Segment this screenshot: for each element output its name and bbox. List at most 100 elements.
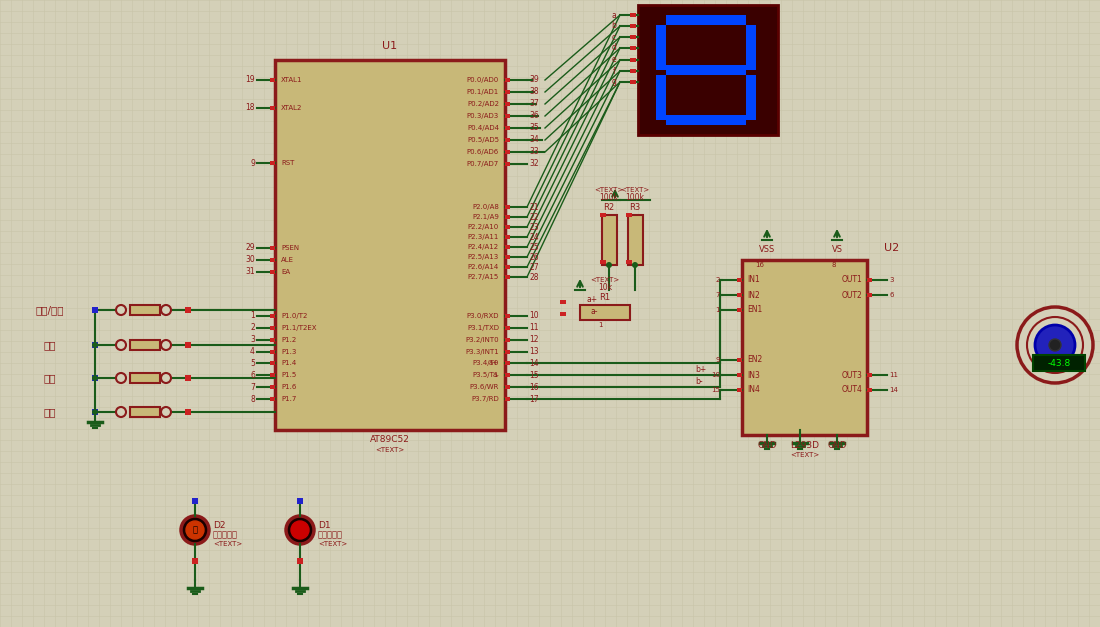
Bar — [297, 498, 302, 504]
Bar — [270, 314, 275, 318]
Bar — [737, 278, 742, 282]
Text: P0.5/AD5: P0.5/AD5 — [468, 137, 499, 143]
Text: 7: 7 — [715, 292, 720, 298]
Text: PSEN: PSEN — [280, 245, 299, 251]
Bar — [505, 90, 510, 94]
Text: <TEXT>: <TEXT> — [594, 187, 624, 193]
Text: 38: 38 — [529, 88, 539, 97]
Text: a: a — [612, 11, 616, 19]
Bar — [270, 350, 275, 354]
Circle shape — [606, 262, 612, 268]
Text: P2.1/A9: P2.1/A9 — [472, 214, 499, 220]
Text: 11: 11 — [889, 372, 898, 378]
Circle shape — [1049, 339, 1061, 351]
Text: <TEXT>: <TEXT> — [790, 452, 820, 458]
Text: 33: 33 — [529, 147, 539, 157]
Bar — [737, 373, 742, 377]
Text: 39: 39 — [529, 75, 539, 85]
Circle shape — [161, 340, 170, 350]
Bar — [737, 358, 742, 362]
Text: 26: 26 — [529, 253, 539, 261]
Text: 11: 11 — [529, 324, 539, 332]
Text: 8: 8 — [832, 262, 836, 268]
Text: R1: R1 — [600, 293, 610, 302]
Text: 3: 3 — [889, 277, 893, 283]
Bar — [297, 558, 302, 564]
Circle shape — [632, 262, 638, 268]
Bar — [505, 150, 510, 154]
Text: OUT4: OUT4 — [842, 386, 862, 394]
Bar — [737, 293, 742, 297]
Text: R3: R3 — [629, 203, 640, 211]
Circle shape — [1035, 325, 1075, 365]
Bar — [505, 338, 510, 342]
Text: U1: U1 — [383, 41, 397, 51]
Text: 15: 15 — [529, 371, 539, 379]
Text: 14: 14 — [889, 387, 898, 393]
Text: P0.6/AD6: P0.6/AD6 — [466, 149, 499, 155]
Bar — [560, 312, 566, 316]
Text: 100k: 100k — [626, 194, 645, 203]
Text: 28: 28 — [529, 273, 539, 282]
Text: 6: 6 — [889, 292, 893, 298]
Bar — [270, 270, 275, 274]
Text: D2: D2 — [213, 520, 226, 529]
Bar — [746, 25, 756, 70]
Bar — [737, 308, 742, 312]
Bar — [505, 126, 510, 130]
Text: R2: R2 — [604, 203, 615, 211]
Bar — [626, 260, 632, 264]
Bar — [656, 75, 666, 120]
Circle shape — [92, 375, 98, 381]
Circle shape — [116, 373, 127, 383]
Circle shape — [1027, 317, 1084, 373]
Bar — [628, 215, 643, 265]
Circle shape — [286, 516, 313, 544]
Bar — [580, 305, 630, 320]
Text: <TEXT>: <TEXT> — [213, 541, 242, 547]
Bar — [92, 307, 98, 313]
Bar — [505, 205, 510, 209]
Text: 1: 1 — [715, 307, 720, 313]
Text: P2.6/A14: P2.6/A14 — [468, 264, 499, 270]
Bar — [630, 13, 636, 17]
Bar — [666, 65, 746, 75]
Text: XTAL1: XTAL1 — [280, 77, 302, 83]
Text: -43.8: -43.8 — [1047, 359, 1070, 367]
Text: 27: 27 — [529, 263, 539, 271]
Text: OUT2: OUT2 — [842, 290, 862, 300]
Text: 32: 32 — [529, 159, 539, 169]
Text: D1: D1 — [318, 520, 331, 529]
Text: b: b — [612, 21, 616, 31]
Circle shape — [161, 305, 170, 315]
Text: L293D: L293D — [790, 441, 820, 450]
Text: 太: 太 — [192, 525, 198, 534]
Bar — [737, 388, 742, 392]
Text: b+: b+ — [695, 366, 706, 374]
Circle shape — [92, 342, 98, 348]
Text: EN2: EN2 — [747, 356, 762, 364]
Bar — [270, 246, 275, 250]
Text: 100k: 100k — [600, 194, 618, 203]
Text: 7: 7 — [250, 382, 255, 391]
Text: VSS: VSS — [759, 246, 775, 255]
Text: P1.2: P1.2 — [280, 337, 296, 343]
Bar — [630, 58, 636, 62]
Circle shape — [116, 407, 127, 417]
Bar — [185, 342, 191, 348]
Circle shape — [1018, 307, 1093, 383]
Text: 34: 34 — [529, 135, 539, 144]
Bar — [505, 326, 510, 330]
Text: 1: 1 — [251, 312, 255, 320]
Circle shape — [116, 305, 127, 315]
Bar — [505, 373, 510, 377]
Bar — [270, 78, 275, 82]
Bar — [505, 225, 510, 229]
Text: 8: 8 — [251, 394, 255, 404]
Text: 启动指示灯: 启动指示灯 — [213, 530, 238, 539]
Text: 29: 29 — [245, 243, 255, 253]
Bar — [270, 373, 275, 377]
Text: VS: VS — [832, 246, 843, 255]
Text: 18: 18 — [245, 103, 255, 112]
Text: 17: 17 — [529, 394, 539, 404]
